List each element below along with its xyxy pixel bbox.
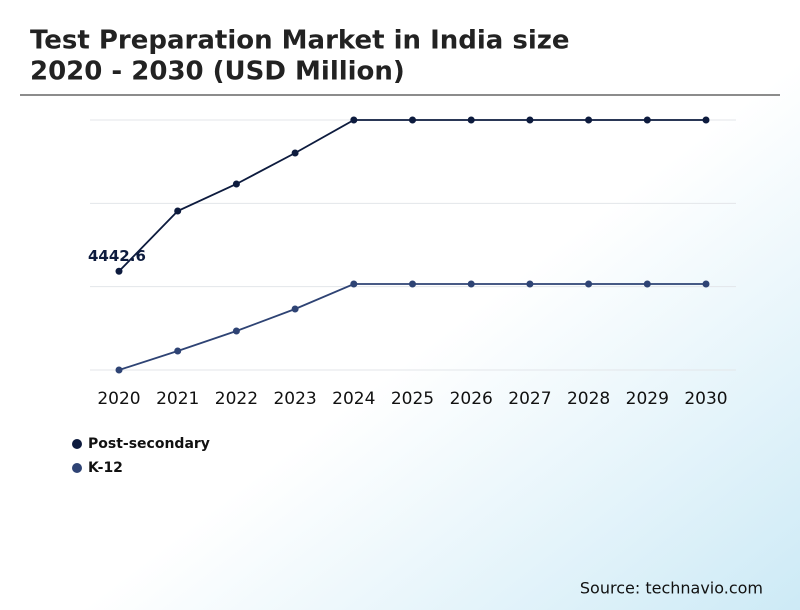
legend-label: K-12: [88, 460, 123, 476]
data-point: [409, 116, 416, 124]
data-point: [350, 116, 358, 124]
data-point: [291, 305, 299, 313]
data-point: [291, 149, 299, 157]
data-point: [409, 280, 416, 288]
data-point: [643, 116, 651, 124]
data-point: [174, 207, 182, 215]
x-tick-label: 2021: [156, 389, 199, 409]
x-tick-label: 2025: [391, 389, 434, 409]
data-point: [467, 116, 475, 124]
data-point: [467, 280, 475, 288]
data-point: [350, 280, 358, 288]
data-point: [526, 116, 534, 124]
data-point: [702, 280, 710, 288]
data-point: [115, 366, 123, 374]
x-tick-label: 2022: [215, 389, 258, 409]
data-point: [702, 116, 710, 124]
x-tick-label: 2027: [508, 389, 551, 409]
data-point: [232, 180, 240, 188]
data-point: [585, 280, 593, 288]
data-point: [585, 116, 593, 124]
x-tick-label: 2028: [567, 389, 610, 409]
x-tick-label: 2030: [684, 389, 727, 409]
data-label: 4442.6: [88, 247, 146, 265]
legend-marker: [72, 439, 82, 449]
data-point: [232, 327, 240, 335]
x-tick-label: 2026: [450, 389, 493, 409]
source: Source: technavio.com: [580, 579, 763, 598]
x-tick-label: 2023: [273, 389, 316, 409]
data-point: [174, 347, 182, 355]
legend-label: Post-secondary: [88, 436, 210, 452]
chart-subtitle: 2020 - 2030 (USD Million): [30, 57, 405, 87]
x-tick-label: 2020: [97, 389, 140, 409]
x-tick-label: 2029: [626, 389, 669, 409]
data-point: [526, 280, 534, 288]
chart-title: Test Preparation Market in India size: [30, 26, 570, 56]
legend-marker: [72, 463, 82, 473]
x-tick-label: 2024: [332, 389, 375, 409]
data-point: [643, 280, 651, 288]
data-point: [115, 267, 123, 275]
